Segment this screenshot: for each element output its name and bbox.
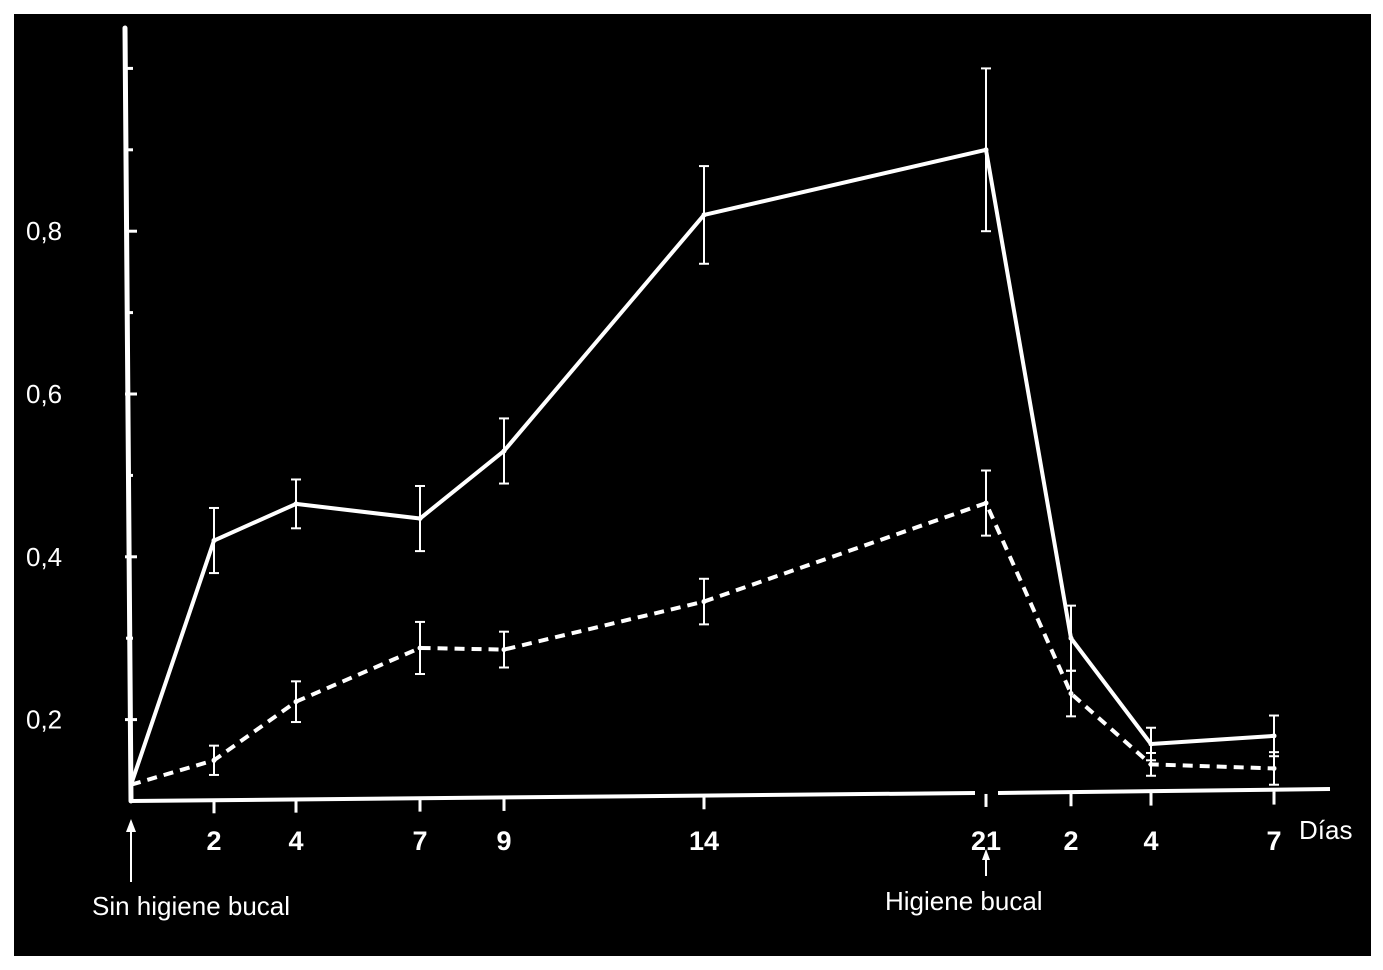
data-point	[293, 501, 299, 507]
annotation-higiene: Higiene bucal	[885, 886, 1043, 916]
error-bar	[209, 744, 219, 776]
series-line-solid	[129, 147, 1275, 786]
x-tick-label: 9	[496, 826, 511, 856]
data-point	[417, 516, 423, 522]
error-bar	[699, 577, 709, 626]
x-tick-label: 2	[1063, 826, 1078, 856]
data-point	[1148, 761, 1154, 767]
y-tick-label: 0,6	[26, 379, 62, 409]
x-tick-label: 4	[1143, 826, 1158, 856]
x-tick-label: 14	[689, 826, 719, 856]
arrow-head	[982, 849, 990, 860]
error-bar	[981, 469, 991, 537]
data-point	[701, 599, 707, 605]
data-point	[1068, 691, 1074, 697]
error-bar	[1066, 669, 1076, 718]
data-point	[1271, 765, 1277, 771]
error-bar	[415, 620, 425, 676]
axes	[122, 25, 1331, 814]
data-point	[1148, 741, 1154, 747]
chart-frame: 0,2 0,4 0,6 0,8 2 4 7 9 14 21 2 4 7 Días Sin higiene b…	[14, 14, 1371, 956]
series-layer	[129, 67, 1279, 787]
data-point	[211, 757, 217, 763]
data-point	[701, 212, 707, 218]
error-bar	[209, 506, 219, 575]
error-bar	[291, 680, 301, 724]
x-axis-label: Días	[1299, 815, 1352, 845]
data-point	[417, 645, 423, 651]
arrow-head	[126, 819, 136, 832]
data-point	[1068, 635, 1074, 641]
y-tick-label: 0,8	[26, 216, 62, 246]
error-bar	[291, 478, 301, 530]
x-tick-label: 4	[288, 826, 303, 856]
error-bar	[1269, 751, 1279, 786]
data-point	[983, 500, 989, 506]
data-point	[293, 699, 299, 705]
x-tick-label: 2	[206, 826, 221, 856]
y-tick-label: 0,2	[26, 705, 62, 735]
data-point	[211, 538, 217, 544]
x-tick-label: 7	[412, 826, 427, 856]
error-bar	[1146, 751, 1156, 777]
x-tick-label: 7	[1266, 826, 1281, 856]
x-axis-segment-2	[997, 787, 1331, 795]
data-point	[501, 647, 507, 653]
error-bar	[699, 165, 709, 265]
series-line-dashed	[130, 501, 1275, 787]
data-point	[501, 448, 507, 454]
error-bar	[499, 417, 509, 485]
x-axis-segment-1	[130, 791, 976, 803]
error-bar	[415, 484, 425, 553]
data-point	[1271, 733, 1277, 739]
annotation-sin-higiene: Sin higiene bucal	[92, 891, 290, 921]
error-bar	[499, 630, 509, 669]
y-tick-label: 0,4	[26, 542, 62, 572]
y-axis	[122, 25, 134, 804]
data-point	[983, 147, 989, 153]
error-bar	[981, 67, 991, 233]
